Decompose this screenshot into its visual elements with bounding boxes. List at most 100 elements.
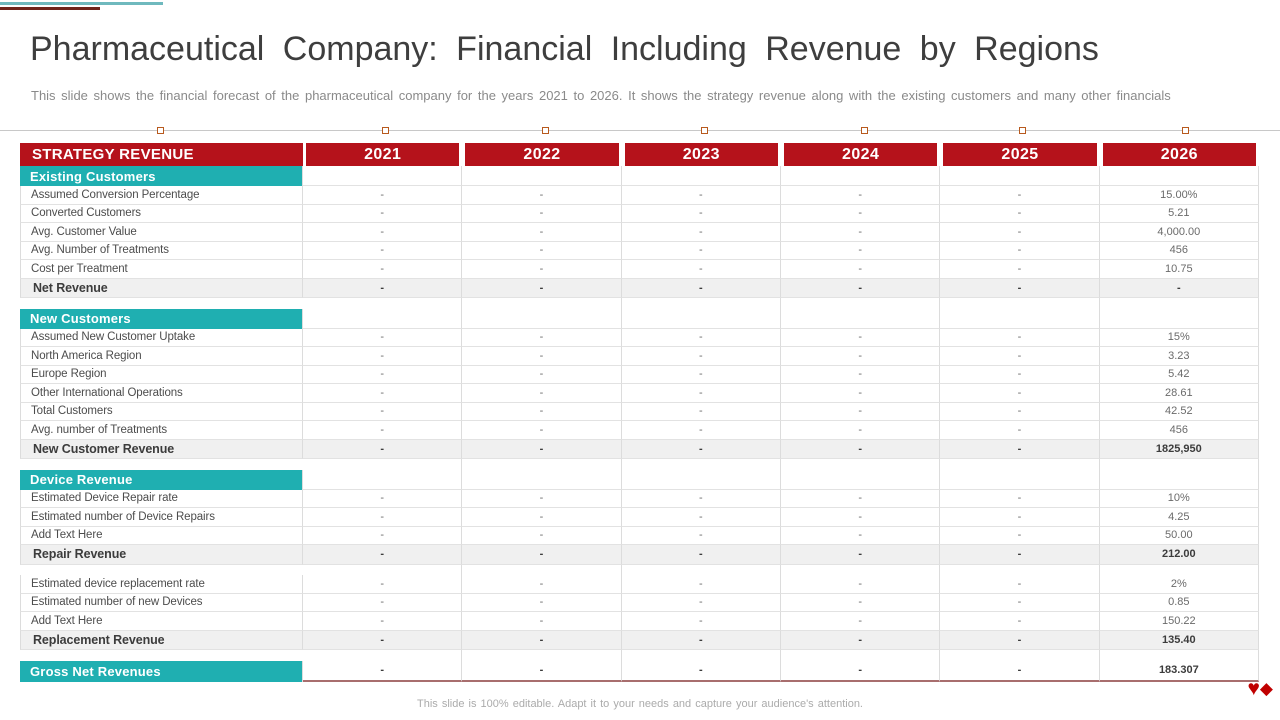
table-row: Estimated number of Device Repairs - - - - -4… <box>20 508 1259 527</box>
slide-subtitle: This slide shows the financial forecast … <box>31 88 1171 103</box>
cell-2026: 15.00% <box>1099 186 1259 205</box>
cell-2024: - <box>780 508 941 527</box>
table-row <box>20 459 1259 470</box>
cell-2023: - <box>621 660 781 682</box>
table-row: Replacement Revenue - - - - -135.40 <box>20 630 1259 650</box>
cell-2024: - <box>780 328 941 347</box>
cell-2026: 212.00 <box>1099 545 1259 565</box>
table-row: Avg. Number of Treatments - - - - -456 <box>20 241 1259 260</box>
row-label: Avg. Number of Treatments <box>20 241 303 260</box>
cell-2026: 183.307 <box>1099 660 1259 682</box>
cell-2022: - <box>462 204 622 223</box>
table-row <box>20 564 1259 575</box>
cell-2025: - <box>940 365 1100 384</box>
cell-2022: - <box>462 575 622 594</box>
table-row: North America Region - - - - -3.23 <box>20 347 1259 366</box>
cell-2023: - <box>621 575 781 594</box>
cell-2023: - <box>621 365 781 384</box>
cell-2024: - <box>780 241 941 260</box>
table-row: Total Customers - - - - -42.52 <box>20 402 1259 421</box>
cell-2025: - <box>940 508 1100 527</box>
table-row <box>20 650 1259 661</box>
cell-2025: - <box>940 260 1100 279</box>
cell-2021: - <box>303 204 463 223</box>
cell-2021: - <box>303 186 463 205</box>
cell-2025: - <box>940 421 1100 440</box>
table-row: Estimated Device Repair rate - - - - -10% <box>20 489 1259 508</box>
selection-handle[interactable] <box>542 127 549 134</box>
cell-2025: - <box>940 204 1100 223</box>
cell-2023: - <box>621 402 781 421</box>
row-label: Gross Net Revenues <box>20 660 303 682</box>
financial-table[interactable]: STRATEGY REVENUE 2021 2022 2023 2024 202… <box>20 143 1259 682</box>
cell-2026: 456 <box>1099 421 1259 440</box>
cell-2022 <box>462 459 622 470</box>
table-row: Europe Region - - - - -5.42 <box>20 365 1259 384</box>
table-row: Add Text Here - - - - -50.00 <box>20 526 1259 545</box>
cell-2024: - <box>780 260 941 279</box>
cell-2025: - <box>940 328 1100 347</box>
cell-2021: - <box>303 612 463 631</box>
cell-2026: 150.22 <box>1099 612 1259 631</box>
accent-bar-teal <box>0 2 163 5</box>
selection-handle[interactable] <box>861 127 868 134</box>
cell-2021: - <box>303 593 463 612</box>
header-strategy-revenue: STRATEGY REVENUE <box>20 143 303 166</box>
row-label: Avg. number of Treatments <box>20 421 303 440</box>
heart-icon: ♥ <box>1247 677 1260 700</box>
cell-2022: - <box>462 489 622 508</box>
cell-2026: 2% <box>1099 575 1259 594</box>
cell-2025 <box>940 650 1100 661</box>
cell-2026: 5.42 <box>1099 365 1259 384</box>
cell-2023: - <box>621 223 781 242</box>
cell-2025: - <box>940 526 1100 545</box>
cell-2023: - <box>621 241 781 260</box>
cell-2023: - <box>621 204 781 223</box>
cell-2021: - <box>303 328 463 347</box>
cell-2026: 456 <box>1099 241 1259 260</box>
cell-2023: - <box>621 508 781 527</box>
cell-2022: - <box>462 612 622 631</box>
cell-2022: - <box>462 278 622 298</box>
cell-2022 <box>462 298 622 309</box>
cell-2023: - <box>621 612 781 631</box>
cell-2022 <box>462 469 622 490</box>
cell-2022: - <box>462 421 622 440</box>
selection-handle[interactable] <box>382 127 389 134</box>
cell-2021 <box>303 308 463 329</box>
selection-handle[interactable] <box>157 127 164 134</box>
cell-2024: - <box>780 365 941 384</box>
cell-2021: - <box>303 260 463 279</box>
table-row: Existing Customers <box>20 166 1259 186</box>
cell-2025: - <box>940 347 1100 366</box>
cell-2024: - <box>780 384 941 403</box>
cell-2023: - <box>621 489 781 508</box>
selection-handle[interactable] <box>1019 127 1026 134</box>
row-label: Add Text Here <box>20 526 303 545</box>
cell-2026: 10.75 <box>1099 260 1259 279</box>
row-label <box>20 298 303 309</box>
selection-handle[interactable] <box>701 127 708 134</box>
cell-2021 <box>303 459 463 470</box>
cell-2025: - <box>940 545 1100 565</box>
cell-2024: - <box>780 439 941 459</box>
cell-2024: - <box>780 402 941 421</box>
cell-2021: - <box>303 489 463 508</box>
cell-2024: - <box>780 593 941 612</box>
table-row: Estimated device replacement rate - - - - -2% <box>20 575 1259 594</box>
cell-2024: - <box>780 186 941 205</box>
cell-2021: - <box>303 660 463 682</box>
row-label: Estimated number of new Devices <box>20 593 303 612</box>
cell-2025 <box>940 166 1100 186</box>
cell-2023 <box>621 308 781 329</box>
cell-2022 <box>462 564 622 575</box>
row-label: Other International Operations <box>20 384 303 403</box>
selection-handle[interactable] <box>1182 127 1189 134</box>
cell-2023: - <box>621 186 781 205</box>
cell-2022: - <box>462 630 622 650</box>
page-title: Pharmaceutical Company: Financial Includ… <box>30 30 1099 68</box>
table-row: Gross Net Revenues - - - - -183.307 <box>20 660 1259 682</box>
cell-2026 <box>1099 469 1259 490</box>
table-row: Estimated number of new Devices - - - - -0.85 <box>20 593 1259 612</box>
cell-2021: - <box>303 365 463 384</box>
